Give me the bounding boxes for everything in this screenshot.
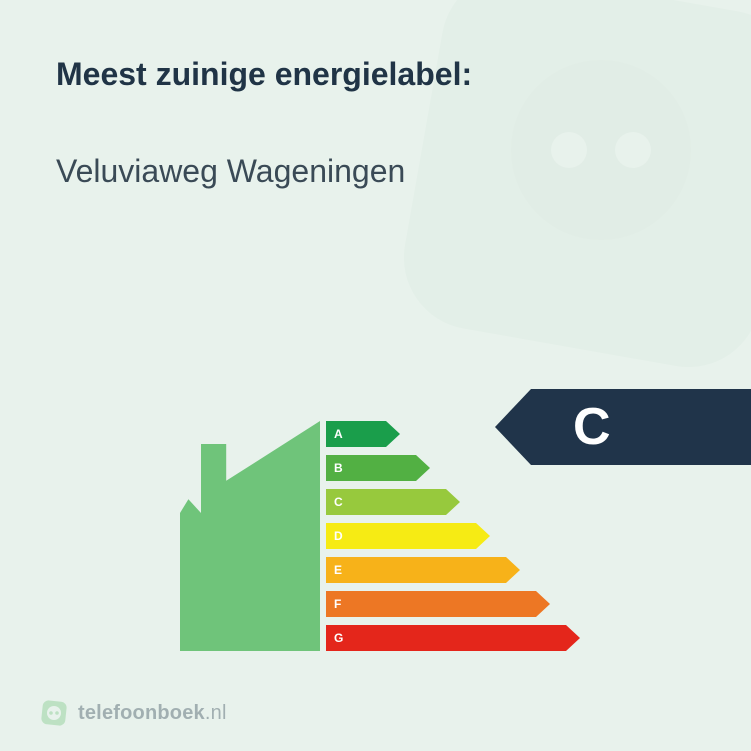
energy-bar-e [326, 557, 520, 583]
brand-text: telefoonboek.nl [78, 702, 227, 725]
house-icon [180, 421, 320, 651]
chart-divider [320, 421, 323, 651]
energy-bar-label-b: B [334, 461, 343, 475]
rating-letter: C [573, 397, 611, 457]
rating-indicator: C [531, 389, 751, 465]
energy-bar-label-g: G [334, 631, 343, 645]
energy-bar-g [326, 625, 580, 651]
energy-bar-f [326, 591, 550, 617]
brand-tld: .nl [205, 702, 227, 724]
energy-bar-label-f: F [334, 597, 341, 611]
subtitle: Veluviaweg Wageningen [56, 153, 695, 190]
brand-name: telefoonboek [78, 702, 205, 724]
energy-bar-label-c: C [334, 495, 343, 509]
energy-bar-d [326, 523, 490, 549]
brand-icon [40, 699, 68, 727]
energy-bar-label-a: A [334, 427, 343, 441]
energy-bar-c [326, 489, 460, 515]
footer-brand: telefoonboek.nl [40, 699, 227, 727]
energy-label-chart: A B C D E F G C [0, 381, 751, 661]
energy-bar-label-e: E [334, 563, 342, 577]
energy-bar-label-d: D [334, 529, 343, 543]
title: Meest zuinige energielabel: [56, 56, 695, 93]
